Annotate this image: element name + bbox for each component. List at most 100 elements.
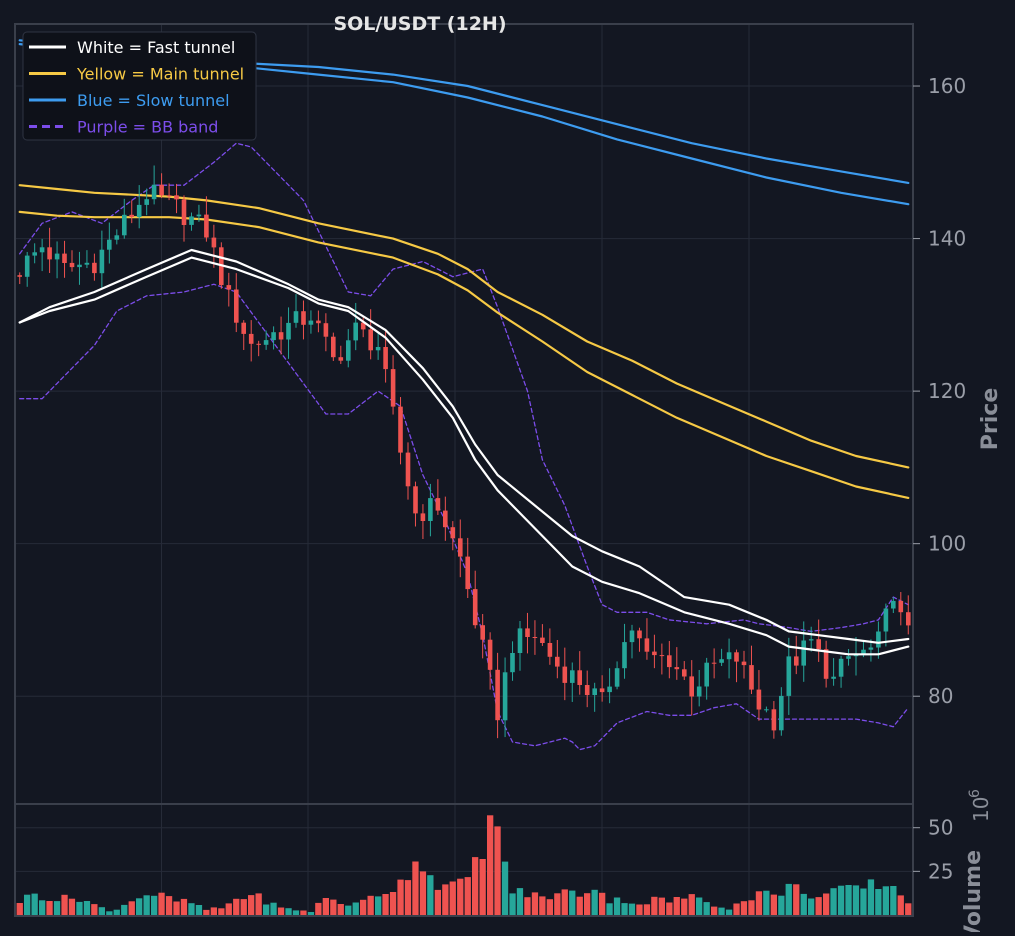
candle-24 [196, 204, 202, 222]
candle-body-79 [607, 686, 612, 693]
candle-91 [696, 669, 702, 707]
bb-band-lower-line [19, 283, 909, 751]
volume-bar-49 [382, 894, 389, 915]
candle-body-3 [39, 247, 45, 253]
volume-bar-18 [151, 895, 158, 915]
candle-body-51 [398, 406, 403, 453]
volume-bar-64 [494, 826, 501, 915]
candle-body-73 [562, 666, 568, 683]
candle-body-12 [107, 239, 112, 250]
candle-body-24 [196, 214, 202, 217]
candle-80 [614, 661, 620, 690]
candle-39 [308, 310, 314, 334]
candle-17 [144, 188, 149, 216]
candle-body-5 [54, 253, 60, 260]
volume-bar-119 [905, 903, 912, 915]
volume-bar-51 [397, 879, 404, 915]
price-tick-label-4: 160 [928, 74, 966, 98]
candle-82 [629, 624, 635, 659]
volume-bar-95 [725, 909, 733, 915]
candle-101 [771, 701, 777, 739]
candle-13 [114, 229, 120, 245]
main-tunnel-lower-line [18, 210, 910, 499]
candle-body-52 [405, 452, 411, 487]
candle-body-64 [495, 669, 500, 721]
candle-87 [667, 641, 672, 679]
candle-16 [136, 185, 142, 229]
candle-body-97 [741, 661, 747, 666]
volume-bar-87 [666, 902, 673, 915]
candle-body-50 [390, 369, 396, 407]
candles [17, 165, 911, 739]
candle-body-32 [256, 343, 261, 345]
volume-bar-71 [546, 899, 553, 915]
candle-body-58 [450, 527, 456, 539]
volume-bar-29 [233, 898, 240, 915]
price-tick-label-0: 80 [928, 684, 953, 708]
volume-bar-31 [248, 895, 255, 915]
candle-83 [637, 627, 642, 652]
candle-10 [92, 253, 97, 281]
volume-bar-94 [718, 907, 725, 915]
candle-body-91 [696, 686, 702, 697]
volume-bar-45 [352, 902, 359, 915]
volume-bar-3 [39, 900, 46, 915]
candle-body-70 [540, 637, 545, 643]
volume-bars [16, 815, 912, 915]
volume-bar-81 [621, 903, 628, 915]
volume-bar-101 [770, 894, 777, 915]
volume-bar-27 [218, 908, 225, 915]
volume-bar-84 [643, 904, 651, 915]
fast-tunnel-lower-line [18, 256, 910, 656]
candle-61 [472, 570, 478, 629]
candle-body-59 [458, 538, 463, 557]
legend-label-0: White = Fast tunnel [77, 38, 235, 57]
candle-body-49 [383, 347, 388, 370]
candle-body-33 [263, 340, 269, 345]
volume-bar-50 [389, 892, 397, 915]
candle-body-7 [69, 262, 75, 268]
candle-body-110 [838, 658, 844, 677]
candle-57 [443, 496, 448, 541]
candle-body-26 [211, 237, 217, 248]
candle-32 [256, 340, 261, 357]
volume-bar-43 [337, 904, 344, 915]
volume-bar-15 [128, 901, 135, 915]
candle-body-85 [652, 651, 657, 656]
candle-56 [435, 479, 441, 515]
candle-11 [99, 230, 105, 290]
candle-95 [726, 638, 732, 679]
volume-bar-33 [263, 904, 270, 915]
candle-77 [592, 682, 597, 712]
candle-118 [898, 592, 904, 626]
candle-74 [570, 662, 575, 702]
candle-94 [719, 648, 724, 667]
volume-bar-48 [375, 896, 382, 915]
candle-body-39 [308, 320, 314, 325]
candle-46 [360, 315, 366, 338]
candle-115 [876, 621, 881, 659]
candle-40 [316, 310, 321, 333]
volume-bar-58 [449, 881, 456, 915]
candle-22 [181, 195, 187, 242]
candle-body-0 [17, 275, 22, 277]
candle-body-119 [906, 612, 911, 626]
candle-body-86 [659, 655, 665, 657]
candle-48 [375, 332, 381, 360]
candle-75 [577, 651, 582, 695]
candle-body-82 [629, 630, 635, 643]
volume-bar-73 [561, 889, 568, 915]
fast-tunnel-upper-line [18, 248, 910, 644]
legend-label-1: Yellow = Main tunnel [76, 65, 244, 84]
volume-bar-88 [673, 897, 680, 915]
candle-99 [756, 670, 762, 721]
volume-bar-42 [330, 899, 337, 915]
volume-bar-59 [457, 878, 464, 915]
volume-bar-36 [285, 908, 292, 915]
candle-6 [62, 240, 67, 278]
candle-55 [428, 483, 433, 537]
volume-bar-118 [897, 895, 904, 915]
volume-bar-65 [501, 861, 509, 915]
